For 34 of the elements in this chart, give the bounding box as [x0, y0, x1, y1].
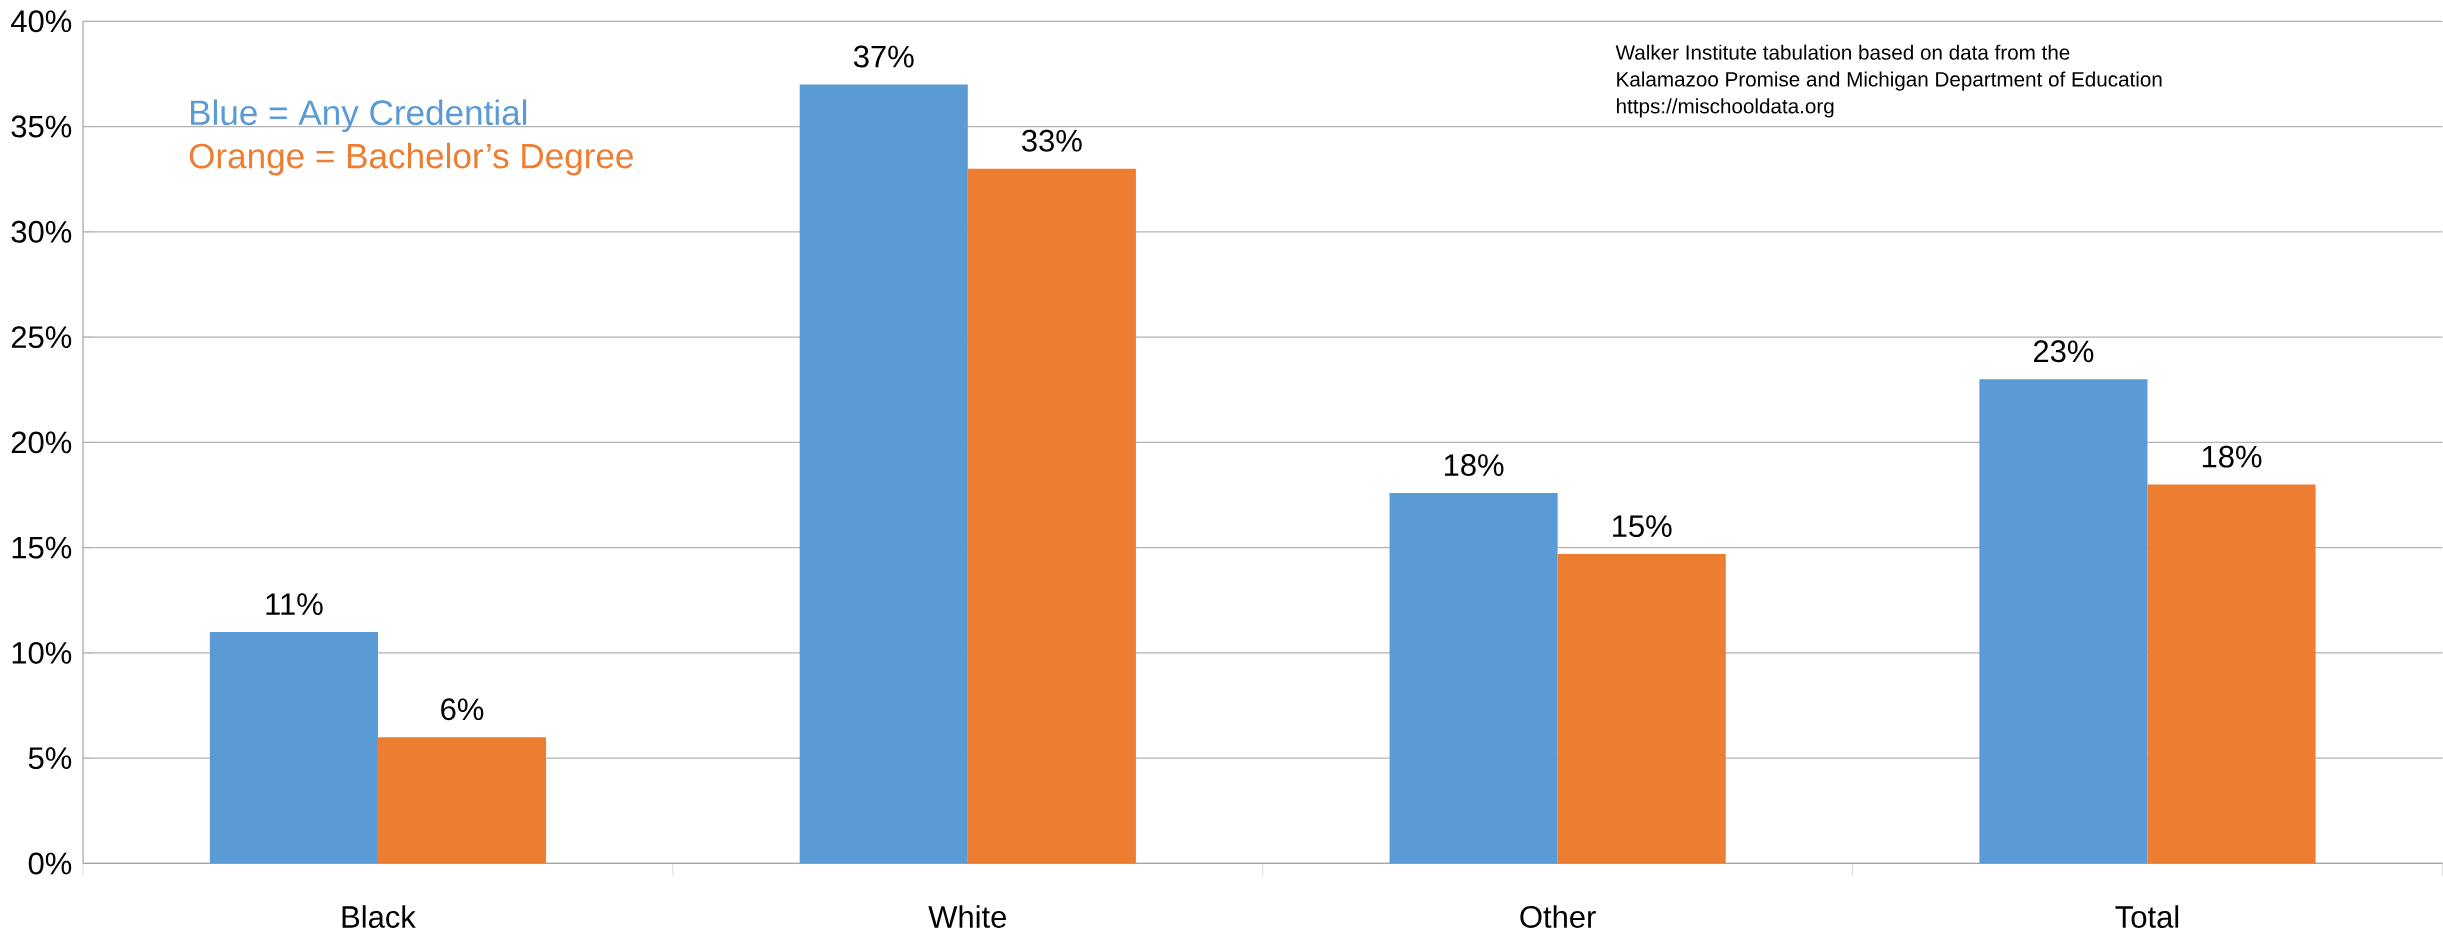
- bar: [2147, 484, 2316, 864]
- bar: [1389, 492, 1558, 864]
- y-tick-label: 15%: [12, 536, 72, 559]
- annotation: Walker Institute tabulation based on data from the: [1615, 44, 2070, 60]
- data-label: 15%: [1613, 515, 1672, 537]
- data-label: 23%: [2034, 340, 2094, 363]
- bar: [377, 737, 547, 864]
- data-label: 11%: [266, 593, 323, 615]
- y-tick-label: 40%: [11, 10, 72, 33]
- text: Orange = Bachelor’s Degree: [189, 142, 633, 176]
- annotation: Kalamazoo Promise and Michigan Department of Education: [1617, 71, 2162, 91]
- y-tick-label: 5%: [28, 747, 72, 769]
- data-label: 33%: [1022, 129, 1082, 152]
- y-tick-label: 30%: [11, 220, 72, 243]
- data-label: 18%: [2202, 445, 2262, 468]
- x-tick-label: Black: [342, 905, 416, 928]
- x-tick-label: Total: [2115, 905, 2179, 928]
- bar: [1979, 379, 2148, 864]
- y-tick-label: 0%: [28, 852, 72, 875]
- annotation: https://mischooldata.org: [1617, 98, 1834, 118]
- y-tick-label: 25%: [11, 326, 72, 348]
- bar: [967, 168, 1136, 864]
- y-tick-label: 20%: [11, 431, 72, 454]
- data-label: 37%: [853, 45, 914, 68]
- x-tick-label: Other: [1520, 905, 1596, 928]
- bar: [209, 631, 378, 864]
- y-tick-label: 35%: [11, 115, 72, 138]
- bar: [1557, 553, 1726, 864]
- y-tick-label: 10%: [12, 641, 72, 664]
- x-tick-label: White: [928, 905, 1006, 928]
- data-label: 18%: [1444, 453, 1504, 476]
- text: Blue = Any Credential: [191, 99, 527, 132]
- data-label: 6%: [441, 698, 484, 721]
- bar: [799, 84, 968, 864]
